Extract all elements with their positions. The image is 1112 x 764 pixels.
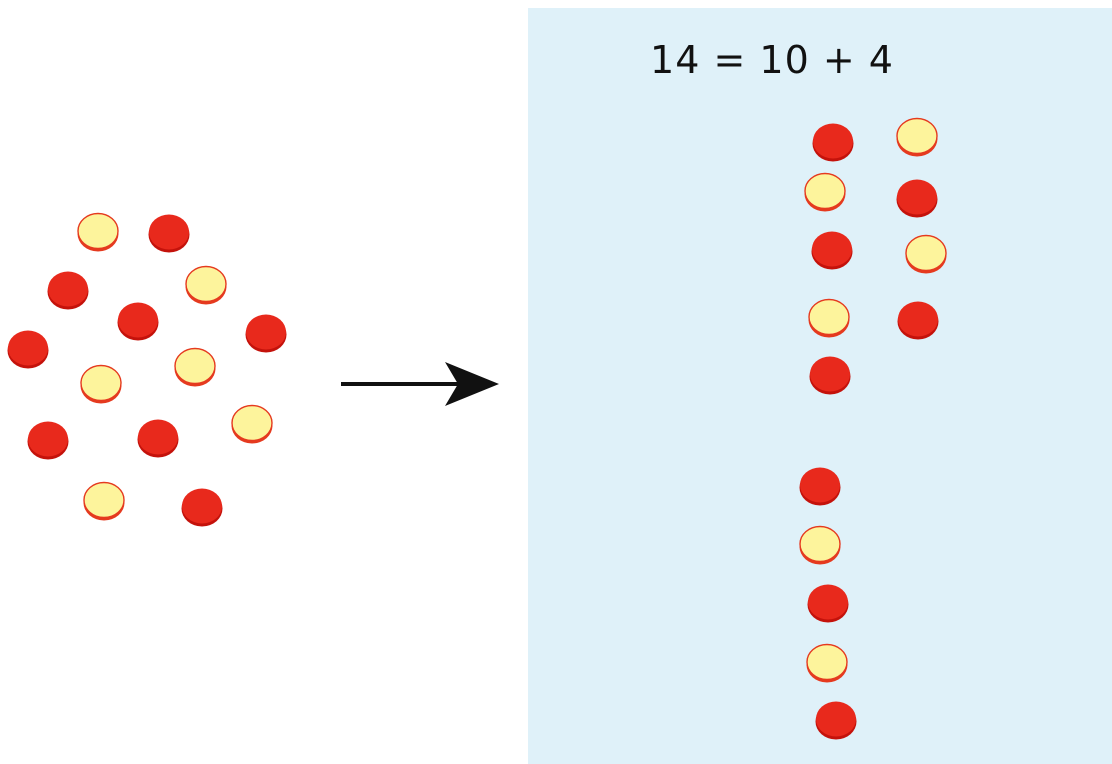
red-counter [137,419,179,458]
yellow-counter [231,404,273,444]
red-counter [148,214,190,253]
red-counter [245,314,287,353]
tens-column-group [799,123,857,740]
yellow-counter [83,481,125,521]
scattered-counters-group [7,212,287,527]
tens-red-counter [799,467,841,506]
tens-red-counter [815,701,857,740]
tens-yellow-counter [799,525,841,565]
ones-yellow-counter [896,117,938,157]
tens-red-counter [812,123,854,162]
red-counter [47,271,89,310]
red-counter [181,488,223,527]
ones-column-group [896,117,947,340]
yellow-counter [77,212,119,252]
arrow-right-icon [341,362,499,406]
yellow-counter [174,347,216,387]
tens-red-counter [809,356,851,395]
tens-yellow-counter [804,172,846,212]
tens-red-counter [807,584,849,623]
ones-red-counter [896,179,938,218]
tens-yellow-counter [808,298,850,338]
tens-yellow-counter [806,643,848,683]
yellow-counter [185,265,227,305]
red-counter [27,421,69,460]
yellow-counter [80,364,122,404]
ones-red-counter [897,301,939,340]
ones-yellow-counter [905,234,947,274]
red-counter [7,330,49,369]
red-counter [117,302,159,341]
tens-red-counter [811,231,853,270]
equation-label: 14 = 10 + 4 [650,38,894,82]
